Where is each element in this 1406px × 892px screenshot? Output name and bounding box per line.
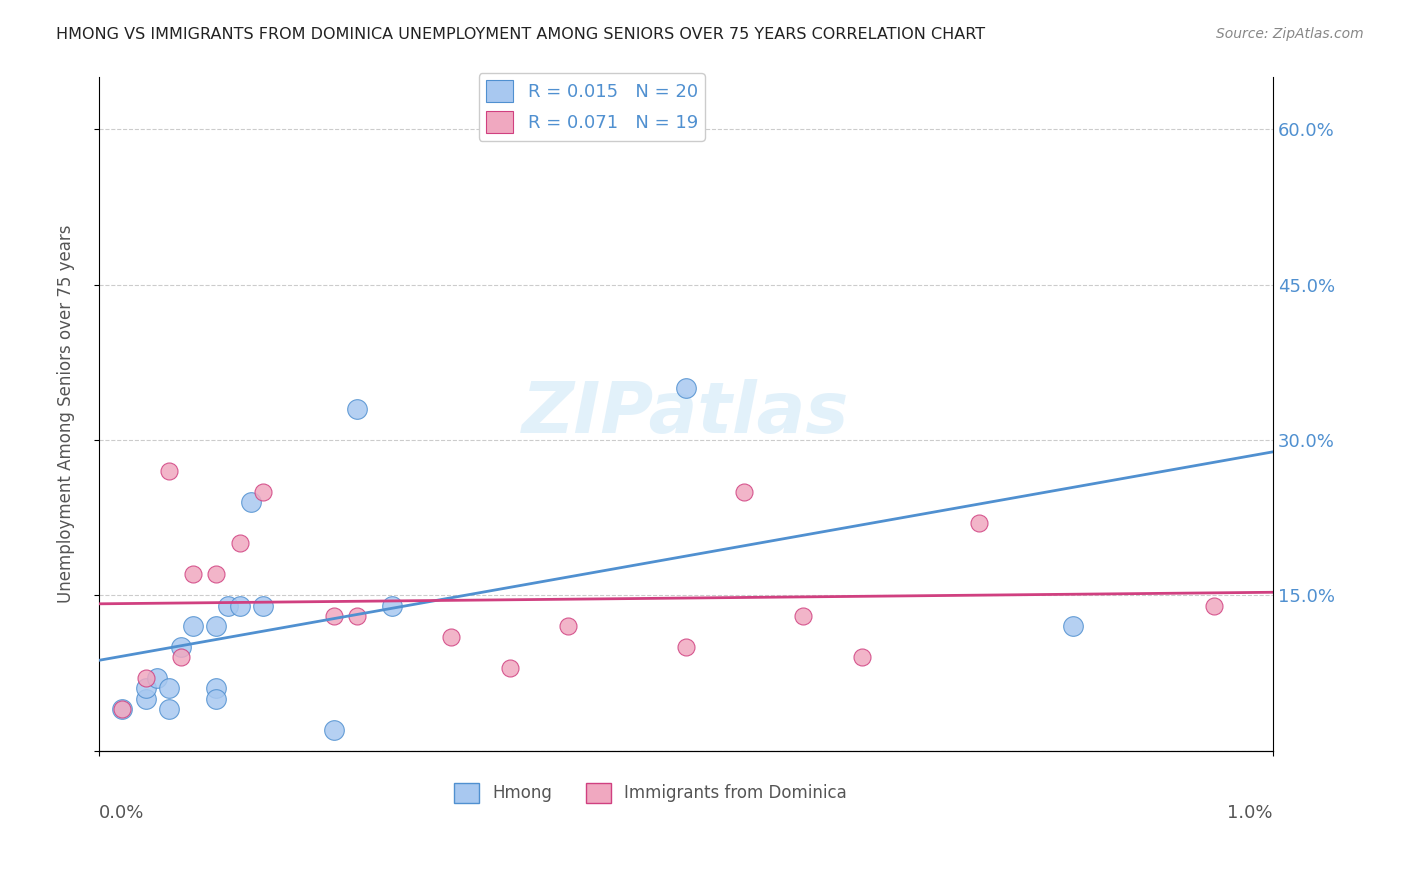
Point xyxy=(346,608,368,623)
Point xyxy=(252,599,274,613)
Point xyxy=(135,681,157,696)
Point xyxy=(111,702,134,716)
Point xyxy=(205,691,228,706)
Point xyxy=(322,723,344,737)
Point xyxy=(240,495,263,509)
Text: 1.0%: 1.0% xyxy=(1227,805,1272,822)
Point xyxy=(346,401,368,416)
Point xyxy=(111,702,134,716)
Point xyxy=(228,599,250,613)
Point xyxy=(381,599,404,613)
Point xyxy=(851,650,873,665)
Point xyxy=(967,516,990,530)
Point xyxy=(1062,619,1084,633)
Point xyxy=(205,681,228,696)
Legend: Hmong, Immigrants from Dominica: Hmong, Immigrants from Dominica xyxy=(447,776,853,810)
Point xyxy=(734,484,756,499)
Point xyxy=(157,681,180,696)
Point xyxy=(135,691,157,706)
Point xyxy=(252,484,274,499)
Text: 0.0%: 0.0% xyxy=(98,805,145,822)
Text: Source: ZipAtlas.com: Source: ZipAtlas.com xyxy=(1216,27,1364,41)
Point xyxy=(157,702,180,716)
Point xyxy=(157,464,180,478)
Point xyxy=(146,671,169,685)
Point xyxy=(557,619,579,633)
Text: ZIPatlas: ZIPatlas xyxy=(522,379,849,449)
Point xyxy=(181,567,204,582)
Point xyxy=(228,536,250,550)
Point xyxy=(217,599,239,613)
Point xyxy=(792,608,814,623)
Point xyxy=(170,640,193,654)
Point xyxy=(322,608,344,623)
Point xyxy=(499,661,522,675)
Point xyxy=(181,619,204,633)
Y-axis label: Unemployment Among Seniors over 75 years: Unemployment Among Seniors over 75 years xyxy=(58,225,75,603)
Point xyxy=(170,650,193,665)
Point xyxy=(205,567,228,582)
Point xyxy=(440,630,463,644)
Point xyxy=(675,640,697,654)
Point xyxy=(135,671,157,685)
Point xyxy=(205,619,228,633)
Point xyxy=(1202,599,1225,613)
Text: HMONG VS IMMIGRANTS FROM DOMINICA UNEMPLOYMENT AMONG SENIORS OVER 75 YEARS CORRE: HMONG VS IMMIGRANTS FROM DOMINICA UNEMPL… xyxy=(56,27,986,42)
Point xyxy=(675,381,697,395)
